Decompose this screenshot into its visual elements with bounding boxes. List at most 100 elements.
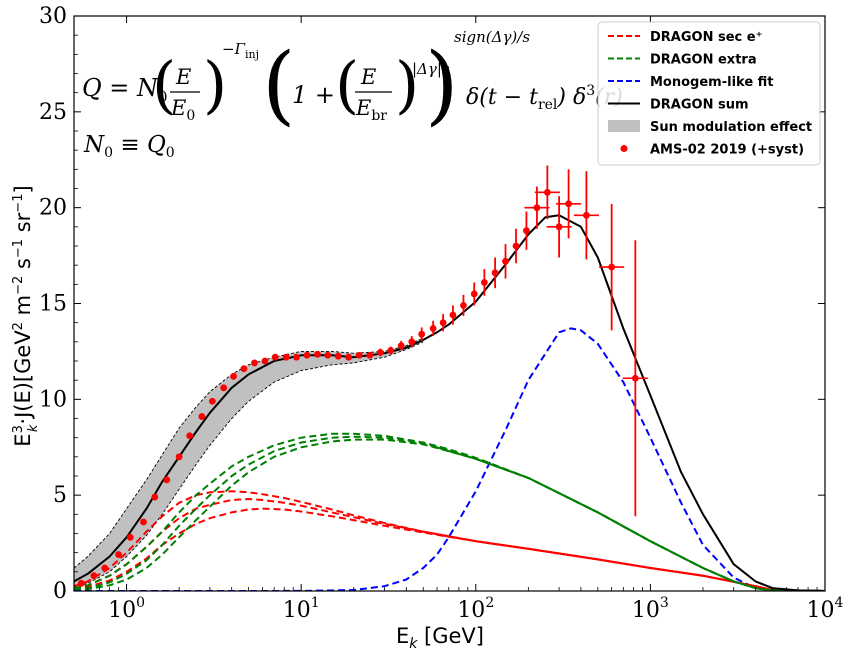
data-point [523,227,530,235]
data-point [512,242,520,250]
svg-text:E3k·J(E)[GeV2 m−2 s−1 sr−1]: E3k·J(E)[GeV2 m−2 s−1 sr−1] [11,185,41,446]
data-point [533,204,541,212]
data-point [186,432,194,440]
y-tick-label: 20 [39,196,67,221]
data-point [429,325,437,332]
data-point [208,397,216,405]
series-line-8 [436,446,825,591]
svg-text:(: ( [152,48,176,121]
svg-text:Ebr: Ebr [355,96,387,124]
data-point [282,353,290,361]
data-point [397,342,405,350]
svg-text:): ) [395,48,419,121]
legend-label: DRAGON extra [650,53,757,68]
data-point [408,338,416,346]
data-point [77,579,85,587]
data-point [163,476,171,484]
sun-modulation-band [74,338,424,588]
svg-text:1 +: 1 + [292,81,335,109]
data-point [314,350,321,358]
svg-text:N0 ≡ Q0: N0 ≡ Q0 [83,132,175,161]
data-point [101,564,109,572]
data-point [418,330,426,338]
data-point [608,263,616,271]
data-point [220,384,228,392]
data-point [376,348,384,356]
data-point [126,533,134,541]
legend-label: Sun modulation effect [650,120,812,135]
data-point [631,374,639,382]
series-line-9 [74,214,825,591]
data-point [334,352,342,360]
x-tick-label: 102 [457,595,494,623]
data-point [90,572,98,580]
x-tick-label: 100 [108,595,145,623]
data-point [470,290,478,298]
data-point [555,223,563,231]
x-axis-label: Ek [GeV] [396,624,484,652]
data-point [345,353,353,361]
svg-text:(: ( [262,35,296,135]
y-tick-label: 15 [39,292,67,317]
data-point [491,269,499,277]
data-point [140,518,147,526]
x-tick-label: 101 [283,595,320,623]
data-point [271,353,279,361]
data-point [543,188,551,196]
svg-text:Q = N0: Q = N0 [82,74,168,106]
svg-text:E: E [175,65,191,89]
svg-text:−Γinj: −Γinj [222,40,259,61]
data-point [230,372,237,380]
data-point [303,351,311,359]
data-point [502,257,509,265]
data-point [582,211,590,219]
svg-text:|Δγ|s: |Δγ|s [412,60,450,78]
svg-text:sign(Δγ)/s: sign(Δγ)/s [454,28,530,46]
data-point [324,351,332,359]
legend: DRAGON sec e⁺ DRAGON extra Monogem-like fi… [597,21,821,166]
data-point [293,353,300,361]
data-point [151,493,159,501]
legend-box [597,21,821,166]
y-tick-label: 0 [53,579,67,604]
svg-text:(: ( [335,48,359,121]
series-line-0 [74,507,825,591]
y-tick-label: 25 [39,100,67,125]
legend-swatch [620,145,628,152]
y-tick-label: 5 [53,483,67,508]
x-tick-label: 104 [807,595,844,623]
data-point [449,311,457,319]
y-tick-label: 10 [39,387,67,412]
svg-text:): ) [425,35,459,135]
svg-text:E: E [360,65,376,89]
legend-label: AMS-02 2019 (+syst) [650,143,804,158]
legend-label: DRAGON sec e⁺ [650,30,762,45]
plot-layer: 0 5 10 15 20 25 30 100 101 102 103 104 [39,4,844,623]
data-point [387,347,395,354]
plot-area [74,165,825,591]
svg-text:E0: E0 [170,96,195,124]
data-point [460,302,467,309]
series-line-2 [74,490,825,591]
data-point [251,359,258,367]
data-point [355,351,363,359]
legend-label: Monogem-like fit [650,75,774,90]
x-tick-label: 103 [632,595,669,623]
series-line-7 [436,533,825,591]
legend-swatch [608,120,640,132]
svg-text:): ) [203,48,227,121]
equation-annotation: Q = N0 ( E E0 ) −Γinj ( 1 + ( E Ebr ) |Δ… [82,28,623,161]
data-point [261,357,269,365]
data-point [439,319,447,327]
data-point [240,365,248,373]
legend-label: DRAGON sum [650,98,749,113]
data-point [175,453,183,461]
y-tick-label: 30 [39,4,67,29]
data-point [480,279,488,286]
data-point [366,351,374,359]
y-axis-label: E3k·J(E)[GeV2 m−2 s−1 sr−1] [11,185,41,446]
data-point [115,551,122,558]
data-point [198,413,206,420]
data-point [565,200,572,208]
